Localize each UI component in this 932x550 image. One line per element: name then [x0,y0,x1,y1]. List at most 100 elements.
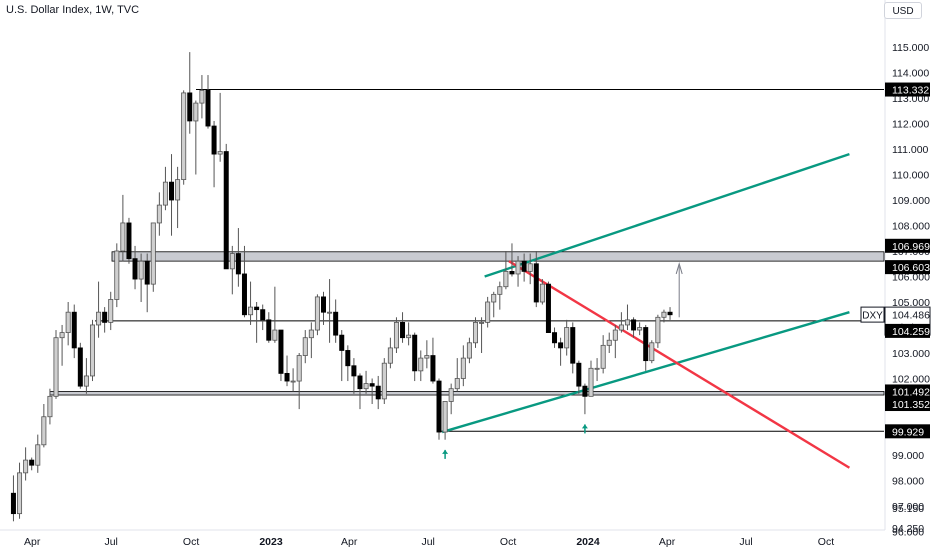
price-tag-label: 113.332 [892,85,929,97]
candle-body [351,365,357,377]
y-tick-label: 112.000 [892,119,929,131]
candle-body [491,293,497,303]
price-tag [885,260,930,275]
candle-body [661,311,667,318]
candle-body [223,151,229,270]
candle-body [308,329,314,339]
annotations [442,261,683,459]
candle-body [108,299,114,323]
x-tick-label: Jul [104,536,117,548]
trendline-channel-upper [484,152,850,278]
candle-body [552,332,558,344]
green-up-arrow-icon [581,424,588,429]
candle-body [126,222,132,260]
candle-body [472,321,478,344]
candle-body [205,89,211,127]
price-tag [885,384,930,399]
candle-body [77,347,83,387]
candle-body [235,253,241,275]
y-tick-label: 102.000 [892,374,930,386]
candlesticks [10,52,673,522]
candle-body [272,329,278,341]
candle-body [71,311,77,349]
candle-body [363,383,369,390]
candle-body [327,311,333,314]
candle-body [211,125,217,155]
y-tick-label: 103.000 [892,348,930,360]
candle-body [217,151,223,155]
candle-body [387,347,393,364]
price-tag [885,397,930,412]
candle-body [582,385,588,397]
price-tag-label: 106.969 [892,241,930,253]
candle-body [497,286,503,295]
candle-body [369,383,375,387]
candle-body [345,350,351,367]
candle-body [29,459,35,466]
candle-body [254,306,260,311]
y-tick-label: 95.150 [892,503,924,515]
candle-body [47,395,53,418]
green-up-arrow-icon [442,449,449,454]
x-tick-label: Oct [183,536,199,548]
candle-body [606,339,612,346]
candle-body [612,329,618,341]
trendlines [441,152,851,469]
candle-body [65,311,71,334]
price-tag-label: 106.603 [892,262,930,274]
price-tag-label: 104.259 [892,326,930,338]
x-tick-label: Apr [341,536,358,548]
candle-body [558,342,564,349]
candle-body [521,260,527,272]
trendline-channel-lower [441,311,850,434]
candle-body [41,416,47,446]
candle-body [533,263,539,303]
candle-body [156,204,162,224]
candle-body [418,357,424,372]
candle-body [637,327,643,331]
y-tick-label: 98.000 [892,476,924,488]
candle-body [96,311,102,326]
candle-body [406,334,412,339]
candle-body [284,372,290,382]
candle-body [509,270,515,275]
currency-button[interactable]: USD [884,2,922,19]
x-tick-label: Jul [421,536,434,548]
candle-body [248,306,254,316]
candle-body [570,327,576,364]
candle-body [181,92,187,180]
candle-body [175,179,181,201]
candle-body [290,380,296,383]
candle-body [576,362,582,387]
zone-0 [111,251,885,262]
chart-title: U.S. Dollar Index, 1W, TVC [6,4,140,16]
y-tick-label: 94.250 [892,523,924,535]
candle-body [643,327,649,362]
candle-body [436,380,442,433]
y-tick-label: 114.000 [892,68,929,80]
candle-body [479,321,485,324]
x-tick-label: Oct [818,536,834,548]
candle-body [10,492,16,515]
candle-body [199,89,205,104]
supply-demand-zones [49,251,885,396]
candle-body [454,378,460,390]
candle-body [120,222,126,252]
candle-body [375,385,381,400]
candle-body [17,472,23,515]
price-tag-label: 99.929 [892,426,924,438]
candle-body [460,357,466,379]
trendline-downtrend [508,260,851,469]
candle-body [260,309,266,321]
candle-body [83,375,89,387]
candle-body [138,260,144,280]
candle-body [503,270,509,288]
candle-body [59,332,65,339]
candle-body [412,334,418,372]
y-tick-label: 97.000 [892,501,924,513]
zone-1 [49,391,885,396]
candle-body [321,296,327,313]
candle-body [393,321,399,349]
